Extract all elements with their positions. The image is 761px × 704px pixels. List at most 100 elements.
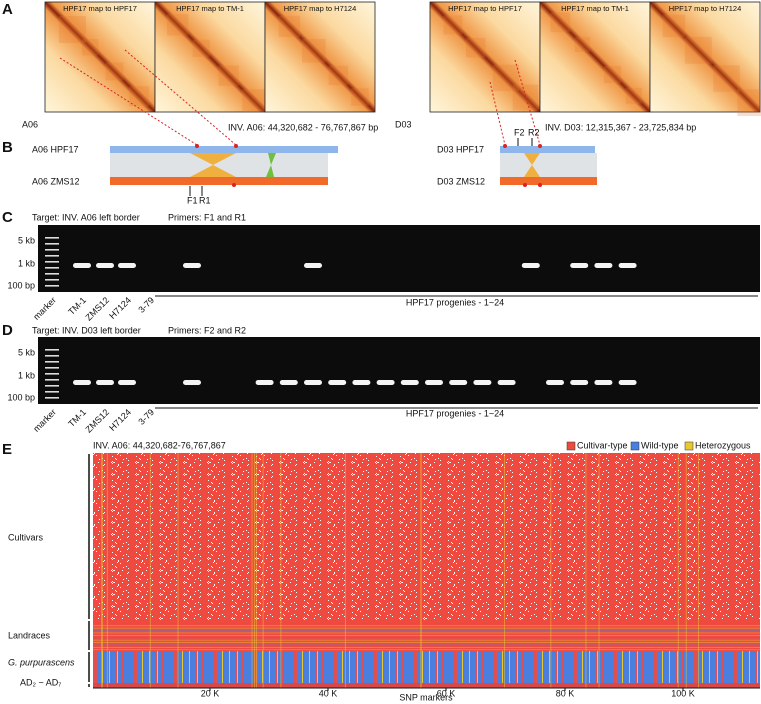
landrace-row bbox=[93, 642, 760, 643]
het-column bbox=[255, 453, 257, 688]
hic-block bbox=[550, 12, 571, 33]
band bbox=[594, 263, 613, 268]
progeny-label: HPF17 progenies - 1~24 bbox=[406, 297, 504, 307]
track-label: D03 ZMS12 bbox=[437, 176, 485, 186]
track-top bbox=[500, 146, 595, 153]
het-column bbox=[585, 453, 587, 688]
breakpoint bbox=[234, 144, 238, 148]
gel bbox=[38, 225, 760, 292]
band bbox=[73, 380, 91, 385]
het-column bbox=[101, 453, 103, 688]
hic-block bbox=[443, 15, 463, 35]
band bbox=[521, 263, 540, 268]
het-column bbox=[344, 453, 346, 688]
lane-label: 3-79 bbox=[136, 295, 156, 315]
breakpoint bbox=[232, 183, 236, 187]
track-label: A06 ZMS12 bbox=[32, 176, 80, 186]
hic-block bbox=[512, 84, 539, 111]
breakpoint bbox=[195, 144, 199, 148]
band bbox=[183, 380, 201, 385]
map-title: HPF17 map to HPF17 bbox=[448, 4, 522, 13]
breakpoint bbox=[538, 183, 542, 187]
map-title: HPF17 map to H7124 bbox=[669, 4, 742, 13]
het-column bbox=[698, 453, 700, 688]
band bbox=[546, 380, 564, 385]
group-label: Cultivars bbox=[8, 532, 44, 542]
inversion bbox=[190, 153, 236, 177]
group-label: AD₂ ~ AD₇ bbox=[20, 677, 61, 687]
map-title: HPF17 map to H7124 bbox=[284, 4, 357, 13]
track-bottom bbox=[500, 177, 597, 185]
size-label: 5 kb bbox=[18, 235, 35, 245]
band bbox=[118, 263, 136, 268]
landrace-row bbox=[93, 647, 760, 648]
guide bbox=[59, 57, 198, 146]
band bbox=[328, 380, 347, 385]
hic-map bbox=[539, 1, 651, 113]
landrace-row bbox=[93, 639, 760, 641]
het-column bbox=[149, 453, 151, 688]
guide bbox=[514, 59, 541, 146]
hic-block bbox=[129, 86, 150, 107]
hic-block bbox=[218, 65, 239, 86]
ladder bbox=[45, 385, 59, 387]
band bbox=[352, 380, 371, 385]
primers: Primers: F1 and R1 bbox=[168, 212, 246, 222]
band bbox=[255, 380, 274, 385]
ladder bbox=[45, 349, 59, 351]
map-title: HPF17 map to TM-1 bbox=[176, 4, 244, 13]
het-column bbox=[677, 453, 679, 688]
legend-label: Wild-type bbox=[641, 440, 679, 450]
band bbox=[96, 380, 114, 385]
inversion bbox=[266, 153, 276, 177]
band bbox=[279, 380, 298, 385]
hic-block bbox=[684, 36, 712, 64]
lane-label: marker bbox=[31, 407, 58, 434]
inv-label: INV. D03: 12,315,367 - 23,725,834 bp bbox=[545, 122, 696, 132]
hic-block bbox=[603, 65, 622, 84]
heatmap-title: INV. A06: 44,320,682-76,767,867 bbox=[93, 440, 226, 450]
landrace-row bbox=[93, 644, 760, 646]
lane-label: ZMS12 bbox=[84, 407, 112, 435]
primer: R2 bbox=[528, 127, 540, 137]
band bbox=[400, 380, 419, 385]
hic-block bbox=[242, 89, 266, 113]
landrace-row bbox=[93, 625, 760, 627]
band bbox=[473, 380, 492, 385]
breakpoint bbox=[538, 144, 542, 148]
landrace-row bbox=[93, 623, 760, 624]
guide bbox=[124, 49, 237, 146]
het-column bbox=[280, 453, 282, 688]
cultivars bbox=[93, 453, 760, 620]
hic-block bbox=[105, 62, 124, 81]
ladder bbox=[45, 261, 59, 263]
target: Target: INV. A06 left border bbox=[32, 212, 140, 222]
panel-label: A bbox=[2, 1, 13, 18]
ladder bbox=[45, 243, 59, 245]
band bbox=[118, 380, 136, 385]
ladder bbox=[45, 373, 59, 375]
ladder bbox=[45, 279, 59, 281]
ladder bbox=[45, 397, 59, 399]
hic-block bbox=[492, 64, 520, 92]
hic-block bbox=[351, 88, 369, 106]
band bbox=[618, 263, 637, 268]
size-label: 1 kb bbox=[18, 370, 35, 380]
hic-block bbox=[574, 36, 591, 53]
band bbox=[376, 380, 395, 385]
synteny bbox=[500, 153, 597, 177]
hic-map bbox=[429, 1, 541, 113]
gel bbox=[38, 337, 760, 404]
hic-block bbox=[465, 37, 486, 58]
ladder bbox=[45, 355, 59, 357]
breakpoint bbox=[503, 144, 507, 148]
band bbox=[183, 263, 201, 268]
lane-label: H7124 bbox=[107, 295, 133, 321]
ladder bbox=[45, 285, 59, 287]
track-label: A06 HPF17 bbox=[32, 144, 79, 154]
lane-label: ZMS12 bbox=[84, 295, 112, 323]
band bbox=[304, 380, 322, 385]
chrom-label: A06 bbox=[22, 119, 38, 129]
x-tick-label: 40 K bbox=[319, 688, 338, 698]
